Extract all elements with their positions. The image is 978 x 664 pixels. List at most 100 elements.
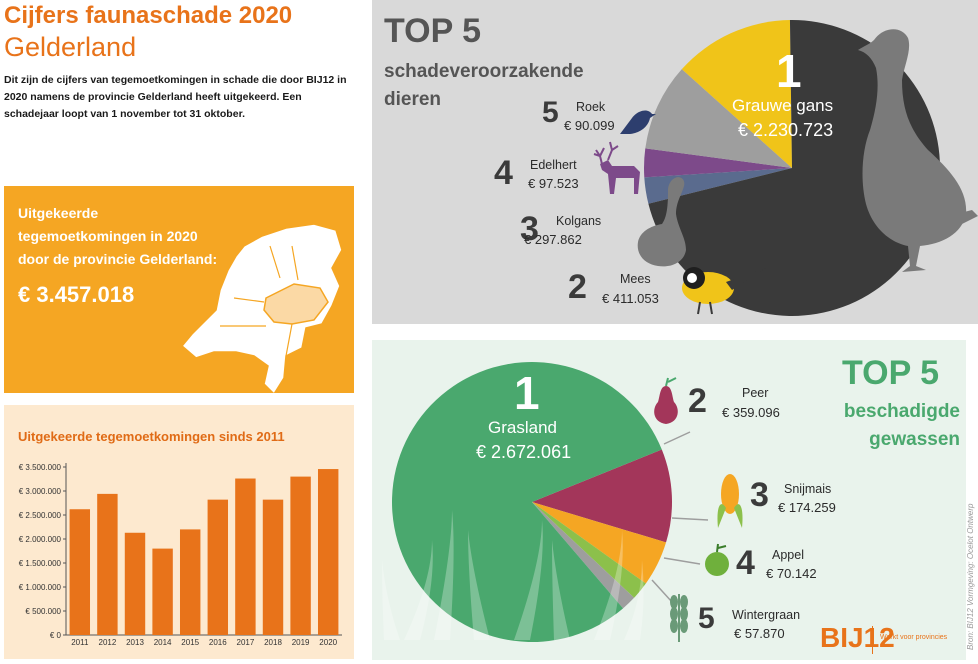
rank-4-name: Edelhert	[530, 158, 577, 172]
bar	[290, 476, 311, 635]
animal-slice-2	[681, 20, 792, 169]
logo-tagline: Werkt voor provincies	[880, 634, 948, 641]
x-tick-label: 2011	[71, 638, 89, 647]
crop-slice-4	[532, 502, 646, 598]
summary-box: Uitgekeerde tegemoetkomingen in 2020 doo…	[4, 186, 354, 393]
y-tick-label: € 3.000.000	[19, 487, 62, 496]
wheat-icon	[670, 594, 688, 642]
summary-amount: € 3.457.018	[18, 282, 135, 307]
bar	[317, 469, 339, 635]
animals-top5-title: TOP 5	[384, 12, 482, 50]
grass-blade	[468, 530, 490, 640]
grass-blade	[382, 560, 400, 640]
x-tick-label: 2014	[154, 638, 172, 647]
rank-5-value: € 90.099	[564, 118, 615, 133]
crop-slice-2	[532, 449, 672, 543]
pear-icon	[654, 377, 678, 424]
y-tick-label: € 2.000.000	[19, 535, 62, 544]
x-tick-label: 2017	[237, 638, 255, 647]
crop-rank-5-number: 5	[698, 602, 715, 635]
crop-rank-5-value: € 57.870	[734, 626, 785, 641]
connector-line	[663, 431, 691, 445]
crops-top5-title: TOP 5	[842, 354, 940, 392]
rank-2-name: Mees	[620, 272, 651, 286]
rank-4-value: € 97.523	[528, 176, 579, 191]
crop-rank-2-name: Peer	[742, 386, 769, 400]
y-tick-label: € 500.000	[25, 607, 61, 616]
crop-rank-1-number: 1	[514, 367, 540, 419]
bar	[207, 499, 229, 635]
x-tick-label: 2020	[319, 638, 337, 647]
page-title: Cijfers faunaschade 2020	[4, 2, 293, 29]
grass-blade	[404, 540, 433, 640]
goose-icon	[858, 29, 978, 272]
edelhert-icon	[593, 141, 640, 194]
rank-2-number: 2	[568, 268, 587, 306]
crop-rank-5-name: Wintergraan	[732, 608, 801, 622]
rank-5-number: 5	[542, 96, 559, 129]
grass-blade	[594, 530, 623, 640]
grass-blade	[514, 520, 543, 640]
corn-icon	[717, 474, 743, 528]
grass-decoration	[382, 510, 644, 640]
bar-chart: € 0 € 500.000 € 1.000.000 € 1.500.000 € 2.00…	[19, 463, 342, 647]
summary-text: Uitgekeerde tegemoetkomingen in 2020 doo…	[18, 205, 218, 267]
rank-1-name: Grauwe gans	[732, 96, 834, 115]
grass-blade	[552, 540, 570, 640]
crop-slice-1	[392, 362, 662, 642]
animal-slice-1	[648, 20, 940, 317]
apple-icon	[705, 543, 729, 576]
grass-blade	[624, 560, 644, 640]
x-tick-label: 2019	[292, 638, 310, 647]
animals-pie-chart	[644, 20, 940, 317]
crop-rank-4-number: 4	[736, 544, 755, 582]
page-subtitle: Gelderland	[4, 32, 137, 62]
animal-slice-5	[644, 168, 792, 204]
kolgans-icon	[637, 177, 686, 267]
rank-3-value: € 297.862	[524, 232, 582, 247]
animal-slice-4	[644, 148, 792, 178]
bar-chart-panel: Uitgekeerde tegemoetkomingen sinds 2011 …	[4, 405, 354, 659]
y-tick-label: € 0	[50, 631, 62, 640]
x-tick-label: 2013	[126, 638, 144, 647]
roek-icon	[620, 110, 656, 134]
x-tick-label: 2012	[99, 638, 117, 647]
crop-rank-3-name: Snijmais	[784, 482, 832, 496]
crop-rank-3-value: € 174.259	[778, 500, 836, 515]
netherlands-map-icon	[180, 223, 343, 393]
crops-top5-subtitle: beschadigde gewassen	[843, 401, 960, 450]
x-tick-label: 2018	[264, 638, 282, 647]
bij12-logo: BIJ12	[820, 622, 895, 653]
rank-4-number: 4	[494, 154, 513, 192]
bar	[124, 532, 146, 635]
bar	[152, 548, 173, 635]
bar	[235, 478, 256, 635]
connector-line	[663, 557, 701, 565]
rank-5-name: Roek	[576, 100, 606, 114]
y-tick-label: € 2.500.000	[19, 511, 62, 520]
logo-divider	[872, 626, 873, 654]
crop-slice-5	[532, 502, 635, 609]
crops-panel: TOP 5 beschadigde gewassen 1 Grasland € …	[372, 340, 966, 660]
crop-rank-4-name: Appel	[772, 548, 804, 562]
rank-1-number: 1	[776, 45, 802, 97]
connector-line	[651, 579, 673, 603]
bar	[179, 529, 201, 635]
y-tick-label: € 1.500.000	[19, 559, 62, 568]
bar	[262, 499, 284, 635]
rank-1-value: € 2.230.723	[738, 120, 834, 140]
crop-rank-2-value: € 359.096	[722, 405, 780, 420]
animals-panel: TOP 5 schadeveroorzakende dieren 1 Grauw…	[372, 0, 978, 324]
crop-slice-3	[532, 502, 667, 584]
rank-2-value: € 411.053	[602, 291, 659, 306]
y-tick-label: € 1.000.000	[19, 583, 62, 592]
rank-3-number: 3	[520, 210, 539, 248]
animal-slice-3	[645, 69, 792, 168]
animals-top5-subtitle: schadeveroorzakende dieren	[384, 61, 584, 110]
credit-text: Bron: BIJ12 Vormgeving: Ocelot Ontwerp	[966, 503, 975, 650]
crop-rank-2-number: 2	[688, 382, 707, 420]
mees-icon	[682, 267, 766, 315]
crop-rank-4-value: € 70.142	[766, 566, 817, 581]
intro-text: Dit zijn de cijfers van tegemoetkomingen…	[4, 74, 347, 120]
bar	[69, 509, 91, 635]
